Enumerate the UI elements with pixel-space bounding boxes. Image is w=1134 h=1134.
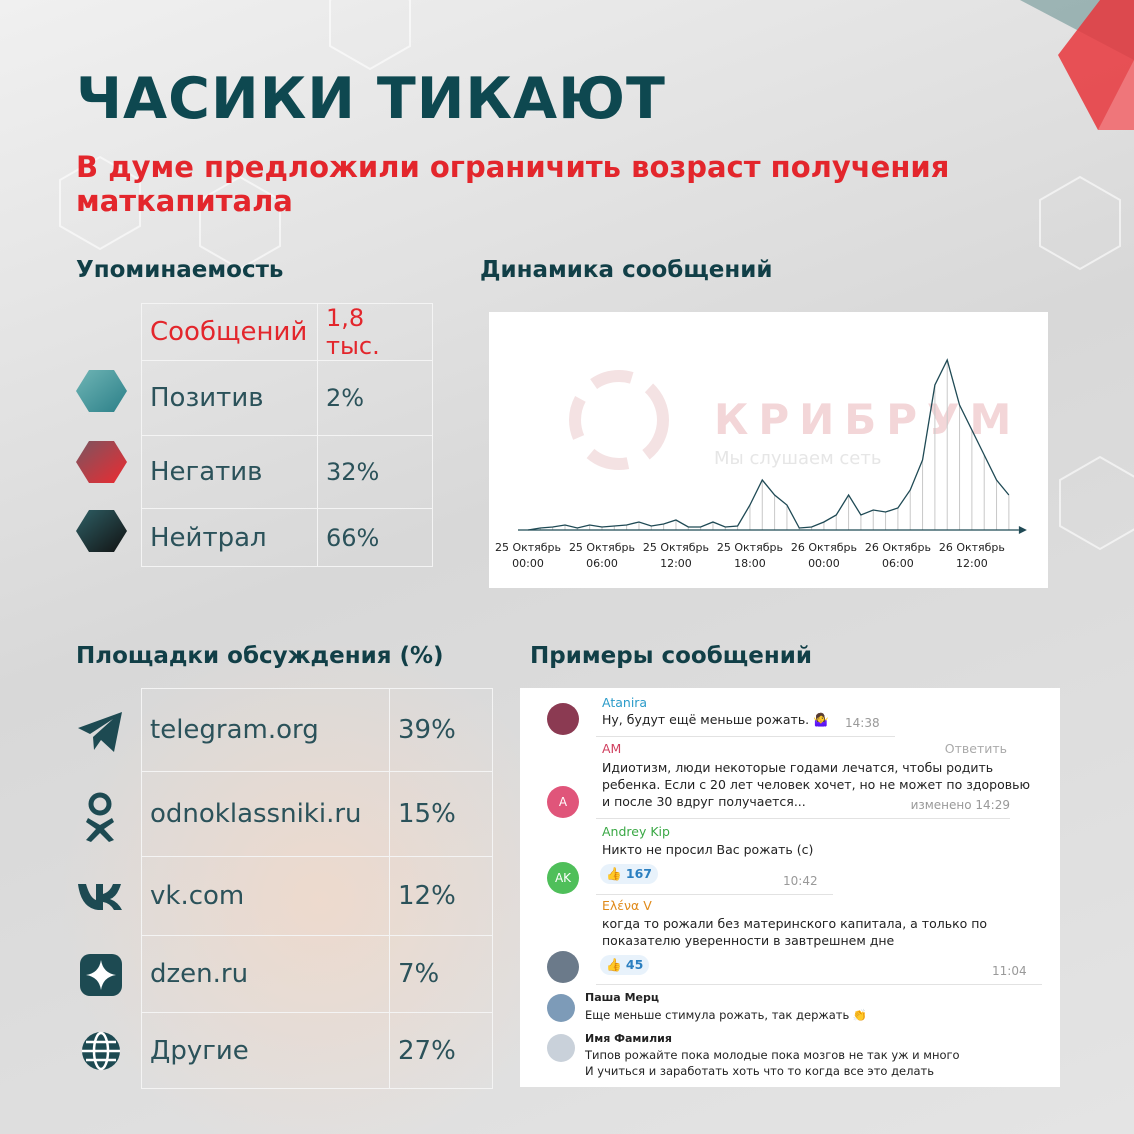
chart: КРИБРУМ Мы слушаем сеть 25 Октябрь 00:00 25 …	[495, 358, 1027, 570]
watermark: Мы слушаем сеть	[714, 448, 881, 469]
bubble-edge	[596, 736, 895, 737]
x-tick-label: 25 Октябрь	[495, 541, 561, 554]
section-title: Примеры сообщений	[530, 643, 812, 669]
reaction: 👍 45	[600, 955, 650, 975]
table-row: Позитив 2%	[141, 360, 433, 436]
table-cell: 12%	[389, 856, 493, 936]
x-tick-label: 12:00	[660, 557, 692, 570]
reaction: 👍 167	[600, 864, 659, 884]
table-cell: dzen.ru	[141, 935, 390, 1013]
avatar: AK	[547, 862, 579, 894]
section-title: Площадки обсуждения (%)	[76, 643, 444, 669]
watermark: КРИБРУМ	[714, 395, 1021, 444]
table-row: odnoklassniki.ru 15%	[141, 771, 493, 857]
x-tick-label: 00:00	[512, 557, 544, 570]
x-tick-label: 06:00	[586, 557, 618, 570]
x-tick-label: 12:00	[956, 557, 988, 570]
table-cell: Нейтрал	[141, 508, 318, 567]
author: Паша Мерц	[585, 991, 659, 1004]
table-cell: telegram.org	[141, 688, 390, 772]
author: Имя Фамилия	[585, 1032, 672, 1045]
table-cell: 27%	[389, 1012, 493, 1089]
message-text: Ну, будут ещё меньше рожать. 🤷‍♀️	[602, 712, 829, 727]
table-cell: 32%	[317, 435, 433, 509]
x-tick-label: 26 Октябрь	[791, 541, 857, 554]
x-tick-label: 25 Октябрь	[569, 541, 635, 554]
table-row: Нейтрал 66%	[141, 508, 433, 567]
table-cell: 66%	[317, 508, 433, 567]
x-tick-label: 26 Октябрь	[939, 541, 1005, 554]
avatar	[547, 1034, 575, 1062]
chart-panel: КРИБРУМ Мы слушаем сеть 25 Октябрь 00:00 25 …	[489, 312, 1048, 588]
table-cell: 2%	[317, 360, 433, 436]
message-text: и после 30 вдруг получается...	[602, 794, 806, 809]
x-tick-label: 26 Октябрь	[865, 541, 931, 554]
x-tick-label: 18:00	[734, 557, 766, 570]
table-row: telegram.org 39%	[141, 688, 493, 772]
message-text: Идиотизм, люди некоторые годами лечатся,…	[602, 760, 994, 775]
table-cell: 7%	[389, 935, 493, 1013]
message-text: когда то рожали без материнского капитал…	[602, 916, 988, 931]
x-tick-label: 00:00	[808, 557, 840, 570]
author: AM	[602, 741, 622, 756]
message-text: Никто не просил Вас рожать (с)	[602, 842, 814, 857]
author: Andrey Kip	[602, 824, 670, 839]
section-title: Динамика сообщений	[480, 257, 773, 283]
table-cell: 15%	[389, 771, 493, 857]
section-title: Упоминаемость	[76, 257, 284, 283]
table-row: vk.com 12%	[141, 856, 493, 936]
table-cell: Сообщений	[141, 303, 318, 361]
message-text: показателю уверенности в завтрешнем дне	[602, 933, 895, 948]
table-row: Сообщений 1,8 тыс.	[141, 303, 433, 361]
time: 14:38	[845, 716, 880, 730]
message-text: И учиться и заработать хоть что то когда…	[585, 1064, 935, 1078]
bubble-edge	[596, 818, 1010, 819]
table-row: dzen.ru 7%	[141, 935, 493, 1013]
author: Atanira	[602, 695, 648, 710]
time: 11:04	[992, 964, 1027, 978]
avatar	[547, 703, 579, 735]
table-cell: 39%	[389, 688, 493, 772]
title: ЧАСИКИ ТИКАЮТ	[76, 66, 666, 132]
table-cell: odnoklassniki.ru	[141, 771, 390, 857]
table-cell: vk.com	[141, 856, 390, 936]
table-cell: Другие	[141, 1012, 390, 1089]
x-axis-arrow	[1018, 526, 1027, 534]
table-cell: Позитив	[141, 360, 318, 436]
x-tick-label: 25 Октябрь	[717, 541, 783, 554]
subtitle: В думе предложили ограничить возраст пол…	[76, 150, 950, 218]
table-cell: 1,8 тыс.	[317, 303, 433, 361]
table-row: Негатив 32%	[141, 435, 433, 509]
time: 10:42	[783, 874, 818, 888]
time: изменено 14:29	[910, 798, 1010, 812]
avatar	[547, 951, 579, 983]
platforms-table: telegram.org 39% odnoklassniki.ru 15% vk.com…	[141, 688, 493, 1089]
x-tick-label: 25 Октябрь	[643, 541, 709, 554]
message-text: Типов рожайте пока молодые пока мозгов н…	[585, 1048, 960, 1062]
avatar	[547, 994, 575, 1022]
message-text: ребенка. Если с 20 лет человек хочет, но…	[602, 777, 1030, 792]
author: Ελένα V	[602, 898, 652, 913]
table-row: Другие 27%	[141, 1012, 493, 1089]
bubble-edge	[596, 894, 833, 895]
line	[527, 358, 1010, 531]
table-cell: Негатив	[141, 435, 318, 509]
x-tick-label: 06:00	[882, 557, 914, 570]
message-text: Еще меньше стимула рожать, так держать 👏	[585, 1008, 868, 1022]
messages-panel: Atanira Ну, будут ещё меньше рожать. 🤷‍♀️…	[520, 688, 1060, 1087]
avatar: A	[547, 786, 579, 818]
mentions-table: Сообщений 1,8 тыс. Позитив 2% Негатив 32% Нейт…	[141, 303, 433, 567]
reply-button[interactable]: Ответить	[944, 741, 1007, 756]
bubble-edge	[596, 984, 1042, 985]
watermark-logo	[569, 370, 669, 470]
